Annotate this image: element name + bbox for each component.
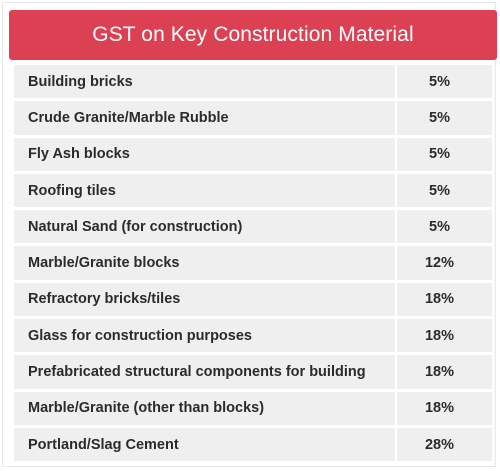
gst-rate-table: Building bricks 5% Crude Granite/Marble … [14, 65, 492, 464]
gst-rate-cell: 18% [424, 291, 455, 308]
material-name-cell: Refractory bricks/tiles [14, 282, 397, 317]
table-row: Refractory bricks/tiles 18% [14, 282, 492, 317]
material-name-cell: Fly Ash blocks [14, 137, 397, 171]
gst-rate-cell: 12% [424, 255, 455, 272]
gst-rate-cell: 28% [424, 436, 455, 453]
gst-rate-cell: 18% [424, 327, 455, 344]
table-row: Glass for construction purposes 18% [14, 319, 492, 353]
table-row: Fly Ash blocks 5% [14, 137, 492, 171]
material-name-cell: Marble/Granite (other than blocks) [14, 391, 397, 425]
gst-rate-cell: 5% [429, 146, 450, 163]
table-row: Building bricks 5% [14, 65, 492, 99]
material-name-cell: Building bricks [14, 65, 397, 99]
table-title: GST on Key Construction Material [92, 23, 414, 46]
table-row: Prefabricated structural components for … [14, 355, 492, 389]
table-row: Marble/Granite (other than blocks) 18% [14, 391, 492, 425]
gst-rate-cell: 5% [429, 182, 450, 199]
material-name-cell: Portland/Slag Cement [14, 427, 397, 462]
table-row: Marble/Granite blocks 12% [14, 246, 492, 280]
gst-rate-cell: 5% [429, 109, 450, 126]
material-name-cell: Prefabricated structural components for … [14, 355, 397, 389]
gst-rate-cell: 18% [424, 364, 455, 381]
material-name-cell: Glass for construction purposes [14, 319, 397, 353]
table-header-banner: GST on Key Construction Material [9, 10, 497, 60]
table-row: Portland/Slag Cement 28% [14, 427, 492, 462]
table-row: Roofing tiles 5% [14, 173, 492, 208]
table-row: Crude Granite/Marble Rubble 5% [14, 101, 492, 135]
material-name-cell: Marble/Granite blocks [14, 246, 397, 280]
gst-rate-cell: 5% [429, 218, 450, 235]
gst-rate-cell: 5% [429, 73, 450, 90]
material-name-cell: Crude Granite/Marble Rubble [14, 101, 397, 135]
gst-table-card: GST on Key Construction Material Buildin… [2, 2, 497, 467]
material-name-cell: Roofing tiles [14, 173, 397, 208]
gst-rate-cell: 18% [424, 400, 455, 417]
material-name-cell: Natural Sand (for construction) [14, 210, 397, 244]
table-row: Natural Sand (for construction) 5% [14, 210, 492, 244]
